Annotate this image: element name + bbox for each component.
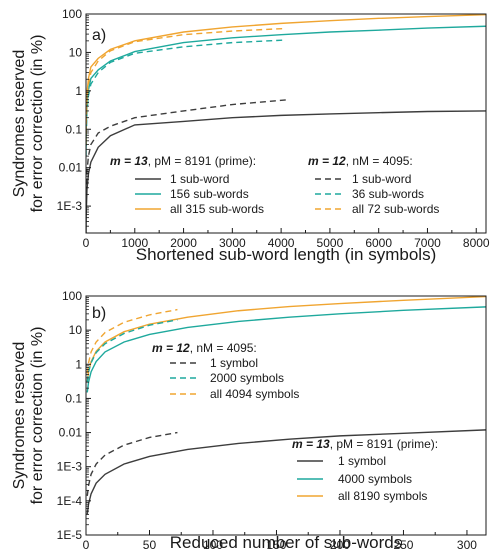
y-tick-label: 10 bbox=[69, 45, 83, 59]
legend-entry-label: all 315 sub-words bbox=[170, 202, 264, 216]
series-line-solid-gray bbox=[86, 110, 486, 233]
legend-entry-label: all 8190 symbols bbox=[338, 489, 427, 503]
x-tick-label: 250 bbox=[393, 538, 413, 550]
legend-title: m = 12, nM = 4095: bbox=[308, 154, 413, 168]
y-tick-label: 1E-3 bbox=[57, 199, 83, 213]
legend-entry-label: 1 symbol bbox=[338, 454, 386, 468]
x-tick-label: 2000 bbox=[170, 236, 197, 250]
legend-title: m = 13, pM = 8191 (prime): bbox=[292, 437, 438, 451]
x-tick-label: 4000 bbox=[268, 236, 295, 250]
series-line-dashed-teal bbox=[86, 319, 178, 383]
y-tick-label: 10 bbox=[69, 323, 83, 337]
y-tick-label: 100 bbox=[62, 7, 82, 21]
series-group bbox=[86, 296, 486, 515]
y-tick-label: 0.01 bbox=[59, 161, 83, 175]
y-tick-label: 1E-5 bbox=[57, 528, 83, 542]
y-tick-label: 0.1 bbox=[65, 391, 82, 405]
x-tick-label: 3000 bbox=[219, 236, 246, 250]
series-line-solid-gray bbox=[86, 429, 486, 515]
legend-entry-label: 36 sub-words bbox=[352, 187, 424, 201]
x-tick-label: 5000 bbox=[317, 236, 344, 250]
legend-entry-label: all 72 sub-words bbox=[352, 202, 439, 216]
series-line-dashed-orange bbox=[86, 27, 286, 145]
series-line-dashed-teal bbox=[86, 39, 286, 157]
x-tick-label: 8000 bbox=[463, 236, 490, 250]
series-line-dashed-orange bbox=[86, 308, 178, 374]
legend-entry-label: 1 symbol bbox=[210, 356, 258, 370]
panel-label: a) bbox=[92, 27, 106, 44]
y-axis-label-line2: for error correction (in %) bbox=[29, 327, 46, 505]
legend-entry-label: 2000 symbols bbox=[210, 371, 284, 385]
y-axis-label-line1: Syndromes reserved bbox=[11, 50, 28, 198]
x-tick-label: 1000 bbox=[121, 236, 148, 250]
legend-entry-label: 4000 symbols bbox=[338, 472, 412, 486]
y-tick-label: 1 bbox=[75, 357, 82, 371]
y-tick-label: 1 bbox=[75, 84, 82, 98]
y-tick-label: 0.1 bbox=[65, 122, 82, 136]
x-tick-label: 150 bbox=[266, 538, 286, 550]
x-tick-label: 50 bbox=[143, 538, 157, 550]
x-tick-label: 6000 bbox=[365, 236, 392, 250]
x-axis-label: Reduced number of sub-words bbox=[170, 533, 402, 550]
legend-entry-label: 156 sub-words bbox=[170, 187, 249, 201]
legend-entry-label: all 4094 symbols bbox=[210, 387, 299, 401]
x-tick-label: 7000 bbox=[414, 236, 441, 250]
legend-title: m = 13, pM = 8191 (prime): bbox=[110, 154, 256, 168]
panel-label: b) bbox=[92, 305, 106, 322]
legend-entry-label: 1 sub-word bbox=[170, 172, 229, 186]
panel-b: 0 50 100 150 200 250 300 1E-5 1E-4 1E-3 0.01 0.1 1 10… bbox=[11, 289, 487, 550]
y-tick-label: 1E-3 bbox=[57, 460, 83, 474]
y-tick-label: 0.01 bbox=[59, 426, 83, 440]
x-tick-label: 300 bbox=[457, 538, 477, 550]
x-tick-label: 200 bbox=[330, 538, 350, 550]
series-line-solid-orange bbox=[86, 14, 486, 138]
legend-entry-label: 1 sub-word bbox=[352, 172, 411, 186]
y-axis-label-line2: for error correction (in %) bbox=[29, 35, 46, 213]
series-line-dashed-gray bbox=[86, 431, 178, 496]
legend-title: m = 12, nM = 4095: bbox=[152, 341, 257, 355]
panel-a: 0 1000 2000 3000 4000 5000 6000 7000 8000 1E-3 0.0… bbox=[11, 7, 490, 264]
plot-frame bbox=[85, 295, 487, 536]
series-line-solid-teal bbox=[86, 306, 486, 393]
plot-frame bbox=[85, 13, 487, 234]
y-tick-label: 1E-4 bbox=[57, 494, 83, 508]
x-tick-label: 0 bbox=[83, 538, 90, 550]
x-tick-label: 0 bbox=[83, 236, 90, 250]
x-axis-label: Shortened sub-word length (in symbols) bbox=[136, 245, 436, 264]
x-tick-label: 100 bbox=[203, 538, 223, 550]
y-axis-label-line1: Syndromes reserved bbox=[11, 342, 28, 490]
y-tick-label: 100 bbox=[62, 289, 82, 303]
